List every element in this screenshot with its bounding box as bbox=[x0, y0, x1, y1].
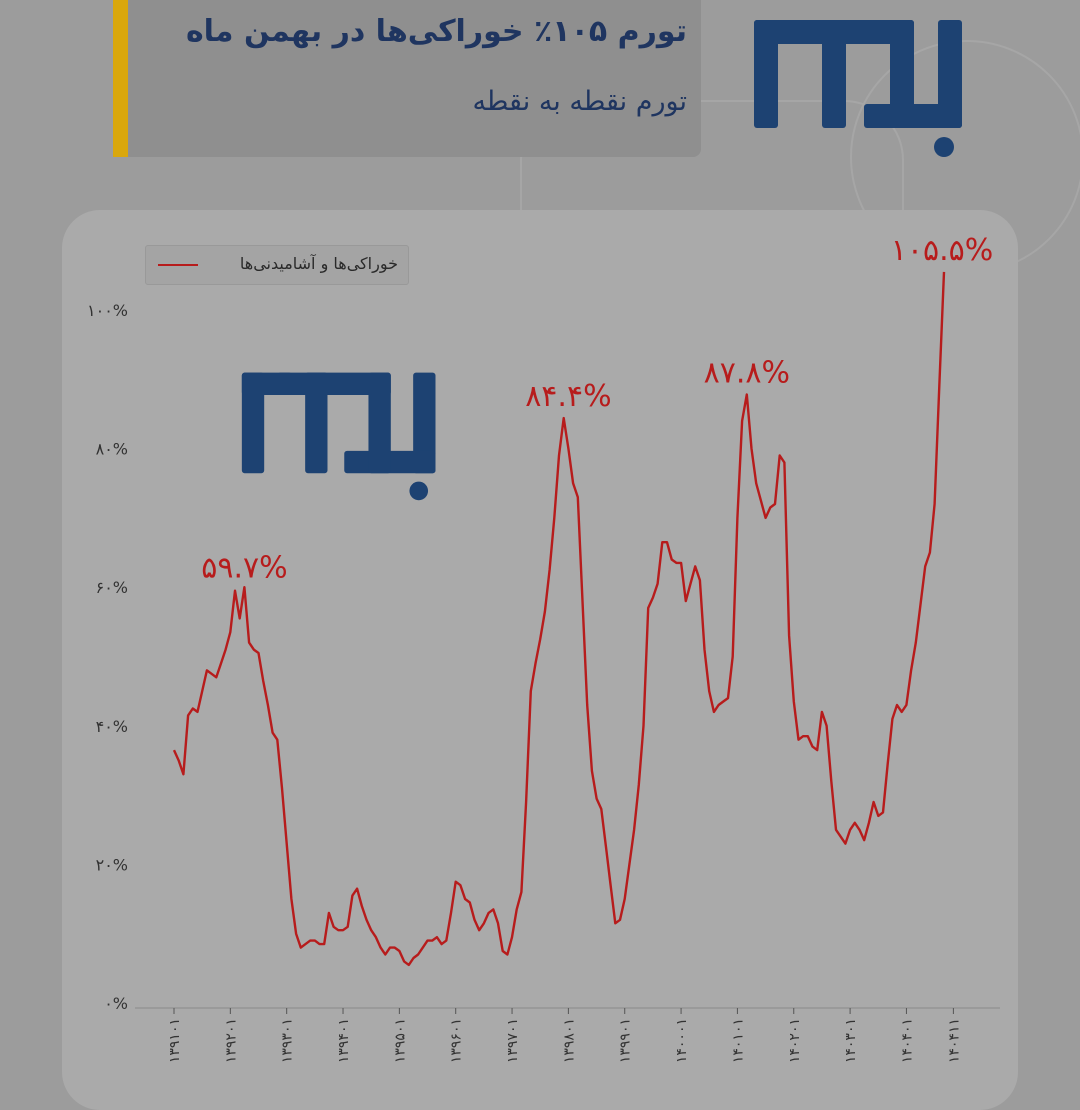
line-chart: ۰%۲۰%۴۰%۶۰%۸۰%۱۰۰% ۱۳۹۱۰۱ ۱۳۹۲۰۱ ۱۳۹۳۰۱ ۱۳۹… bbox=[87, 233, 1000, 1063]
x-tick-label: ۱۴۰۳۰۱ bbox=[843, 1018, 859, 1063]
x-axis: ۱۳۹۱۰۱ ۱۳۹۲۰۱ ۱۳۹۳۰۱ ۱۳۹۴۰۱ ۱۳۹۵۰۱ ۱۳۹۶۰۱ ۱۳۹۷… bbox=[167, 1008, 962, 1063]
y-tick-label: ۸۰% bbox=[96, 440, 128, 459]
x-tick-label: ۱۳۹۱۰۱ bbox=[167, 1018, 183, 1063]
y-tick-label: ۰% bbox=[104, 994, 128, 1013]
x-tick-label: ۱۳۹۷۰۱ bbox=[505, 1018, 521, 1063]
y-axis: ۰% ۲۰% ۴۰% ۶۰% ۸۰% ۱۰۰% bbox=[87, 301, 128, 1013]
x-tick-label: ۱۳۹۴۰۱ bbox=[336, 1018, 352, 1063]
bamdad-logo bbox=[754, 20, 962, 157]
peak-label: ۸۷.۸% bbox=[704, 356, 790, 391]
y-tick-label: ۴۰% bbox=[96, 717, 128, 736]
chart-legend: خوراکی‌ها و آشامیدنی‌ها bbox=[145, 245, 409, 285]
x-tick-label: ۱۴۰۲۰۱ bbox=[787, 1018, 803, 1063]
y-tick-label: ۲۰% bbox=[96, 855, 128, 874]
legend-line-swatch bbox=[158, 264, 198, 266]
page-title: تورم ۱۰۵٪ خوراکی‌ها در بهمن ماه bbox=[185, 14, 687, 49]
bamdad-watermark-logo bbox=[241, 372, 436, 501]
x-tick-label: ۱۳۹۸۰۱ bbox=[561, 1018, 577, 1063]
page-subtitle: تورم نقطه به نقطه bbox=[472, 86, 687, 117]
series-line bbox=[172, 271, 946, 967]
x-tick-label: ۱۴۰۴۰۱ bbox=[899, 1018, 915, 1063]
legend-label: خوراکی‌ها و آشامیدنی‌ها bbox=[239, 254, 398, 273]
x-tick-label: ۱۳۹۲۰۱ bbox=[223, 1018, 239, 1063]
y-tick-label: ۱۰۰% bbox=[87, 301, 128, 320]
peak-label: ۱۰۵.۵% bbox=[891, 233, 994, 268]
peak-label: ۵۹.۷% bbox=[201, 550, 287, 585]
x-tick-label: ۱۳۹۶۰۱ bbox=[449, 1018, 465, 1063]
peak-annotations: ۵۹.۷% ۸۴.۴% ۸۷.۸% ۱۰۵.۵% bbox=[201, 233, 993, 585]
x-tick-label: ۱۴۰۰۰۱ bbox=[674, 1018, 690, 1063]
x-tick-label: ۱۴۰۴۱۱ bbox=[946, 1018, 962, 1063]
y-tick-label: ۶۰% bbox=[96, 578, 128, 597]
x-tick-label: ۱۳۹۹۰۱ bbox=[618, 1018, 634, 1063]
header-accent-bar bbox=[113, 0, 128, 157]
header-panel: تورم ۱۰۵٪ خوراکی‌ها در بهمن ماه تورم نقط… bbox=[113, 0, 701, 157]
x-tick-label: ۱۴۰۱۰۱ bbox=[730, 1018, 746, 1063]
x-tick-label: ۱۳۹۳۰۱ bbox=[280, 1018, 296, 1063]
peak-label: ۸۴.۴% bbox=[525, 379, 611, 414]
x-tick-label: ۱۳۹۵۰۱ bbox=[392, 1018, 408, 1063]
